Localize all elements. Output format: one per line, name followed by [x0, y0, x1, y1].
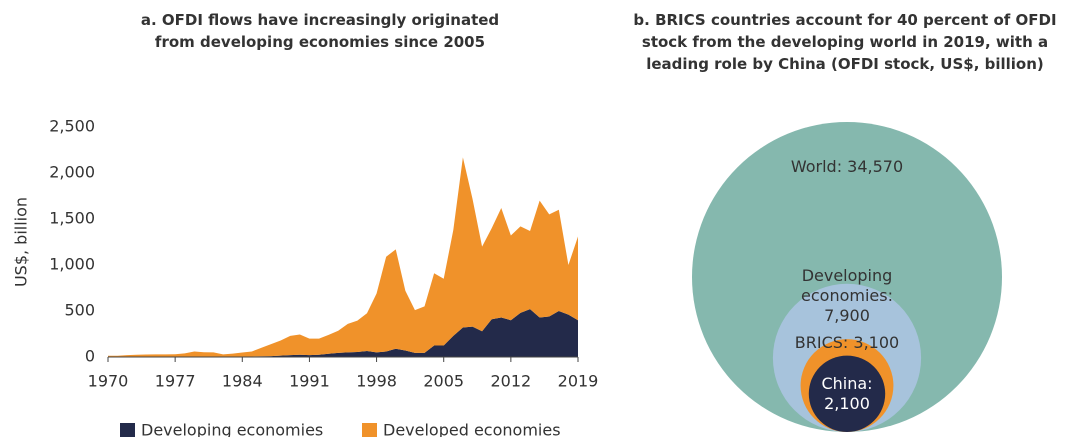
bubble-label: World: 34,570	[790, 157, 904, 176]
y-tick-label: 500	[64, 301, 95, 320]
bubble	[692, 122, 1002, 432]
legend-swatch	[120, 423, 135, 437]
x-tick-label: 1998	[356, 372, 397, 391]
x-tick-label: 1977	[155, 372, 196, 391]
y-axis-label: US$, billion	[12, 197, 31, 287]
chart-title: a. OFDI flows have increasingly originat…	[140, 11, 500, 51]
area	[108, 309, 578, 357]
legend-label: Developing economies	[141, 421, 323, 437]
x-tick-label: 1991	[289, 372, 330, 391]
chart-title: b. BRICS countries account for 40 percen…	[633, 11, 1057, 73]
legend-label: Developed economies	[383, 421, 561, 437]
legend-swatch	[362, 423, 377, 437]
x-tick-label: 1984	[222, 372, 263, 391]
y-tick-label: 1,000	[49, 255, 95, 274]
x-tick-label: 2005	[423, 372, 464, 391]
bubble	[808, 355, 886, 432]
y-tick-label: 1,500	[49, 209, 95, 228]
bubble-label: BRICS: 3,100	[794, 333, 900, 353]
y-tick-label: 2,000	[49, 163, 95, 182]
y-tick-label: 0	[85, 347, 95, 366]
bubble-label: Developing economies: 7,900	[801, 265, 893, 325]
bubble-label: China: 2,100	[821, 373, 873, 413]
y-tick-label: 2,500	[49, 117, 95, 136]
area	[108, 157, 578, 357]
x-tick-label: 2019	[558, 372, 599, 391]
x-tick-label: 1970	[88, 372, 129, 391]
x-tick-label: 2012	[490, 372, 531, 391]
